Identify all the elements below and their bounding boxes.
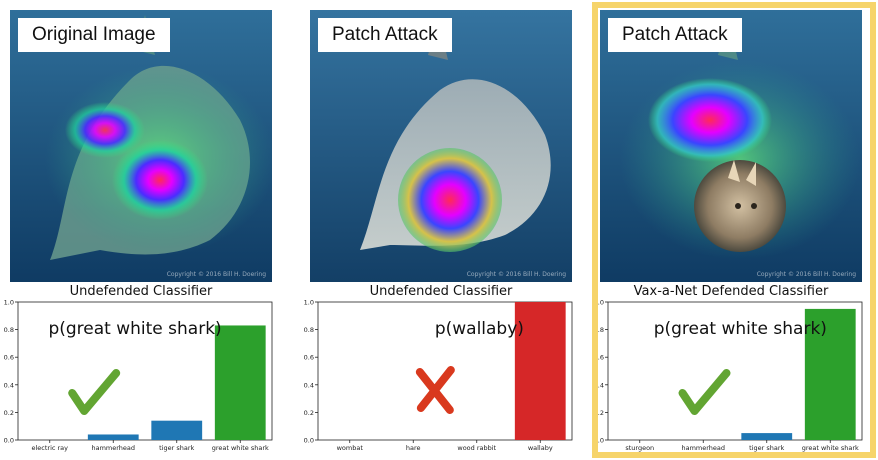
watermark: Copyright © 2016 Bill H. Doering	[756, 271, 856, 278]
y-tick-label: 0.8	[304, 326, 314, 334]
y-tick-label: 0.0	[594, 437, 604, 445]
x-tick-label: wallaby	[528, 444, 553, 452]
image-label: Original Image	[18, 18, 170, 52]
highlight-frame	[592, 2, 876, 458]
image-label: Patch Attack	[318, 18, 452, 52]
y-tick-label: 1.0	[4, 299, 14, 307]
bar-hammerhead	[87, 434, 139, 440]
chart-title: Undefended Classifier	[369, 284, 513, 299]
y-tick-label: 0.0	[304, 437, 314, 445]
chart-title: Vax-a-Net Defended Classifier	[633, 284, 829, 299]
x-tick-label: great white shark	[802, 444, 859, 452]
panel-original: Copyright © 2016 Bill H. Doering Origina…	[0, 0, 282, 460]
panel-patch-attack: Copyright © 2016 Bill H. Doering Patch A…	[300, 0, 582, 460]
probability-annotation: p(great white shark)	[48, 319, 221, 339]
panel-defended: Copyright © 2016 Bill H. Doering Patch A…	[590, 0, 872, 460]
x-tick-label: tiger shark	[749, 444, 784, 452]
y-tick-label: 1.0	[304, 299, 314, 307]
bar-great-white-shark	[804, 308, 856, 440]
y-tick-label: 0.2	[594, 409, 604, 417]
y-tick-label: 0.2	[304, 409, 314, 417]
check-icon	[68, 369, 121, 415]
y-tick-label: 0.2	[4, 409, 14, 417]
bar-chart: 0.0 0.2 0.4 0.6 0.8 1.0 electric ray hammerhead…	[4, 299, 273, 452]
check-icon	[678, 369, 731, 415]
x-tick-label: electric ray	[31, 444, 68, 452]
x-tick-label: hammerhead	[681, 444, 725, 452]
y-tick-label: 0.8	[4, 326, 14, 334]
y-tick-label: 0.0	[4, 437, 14, 445]
x-tick-label: hare	[406, 444, 421, 452]
x-tick-label: sturgeon	[625, 444, 654, 452]
shark-heatmap-image: Copyright © 2016 Bill H. Doering Origina…	[10, 10, 272, 282]
y-tick-label: 0.6	[304, 354, 314, 362]
x-tick-label: hammerhead	[91, 444, 135, 452]
y-tick-label: 0.4	[594, 381, 604, 389]
chart-title: Undefended Classifier	[69, 284, 213, 299]
x-tick-label: great white shark	[212, 444, 269, 452]
bar-chart: 0.0 0.2 0.4 0.6 0.8 1.0 wombat hare wood rabbit w…	[304, 299, 573, 452]
shark-defended-image: Copyright © 2016 Bill H. Doering Patch A…	[600, 10, 862, 282]
probability-annotation: p(wallaby)	[435, 319, 524, 339]
x-tick-label: wood rabbit	[457, 444, 496, 452]
watermark: Copyright © 2016 Bill H. Doering	[466, 271, 566, 278]
x-tick-label: tiger shark	[159, 444, 194, 452]
cross-icon	[415, 366, 455, 414]
bar-great-white-shark	[214, 325, 266, 440]
y-tick-label: 0.4	[4, 381, 14, 389]
y-tick-label: 0.6	[594, 354, 604, 362]
image-label: Patch Attack	[608, 18, 742, 52]
y-tick-label: 1.0	[594, 299, 604, 307]
watermark: Copyright © 2016 Bill H. Doering	[166, 271, 266, 278]
bar-tiger-shark	[741, 433, 793, 440]
y-tick-label: 0.4	[304, 381, 314, 389]
bar-wallaby	[514, 302, 566, 440]
y-tick-label: 0.8	[594, 326, 604, 334]
bar-chart: 0.0 0.2 0.4 0.6 0.8 1.0 sturgeon hammerhead tige…	[594, 299, 863, 452]
x-tick-label: wombat	[337, 444, 364, 452]
bar-tiger-shark	[151, 420, 203, 440]
y-tick-label: 0.6	[4, 354, 14, 362]
probability-annotation: p(great white shark)	[654, 319, 827, 339]
shark-patch-image: Copyright © 2016 Bill H. Doering Patch A…	[310, 10, 572, 282]
